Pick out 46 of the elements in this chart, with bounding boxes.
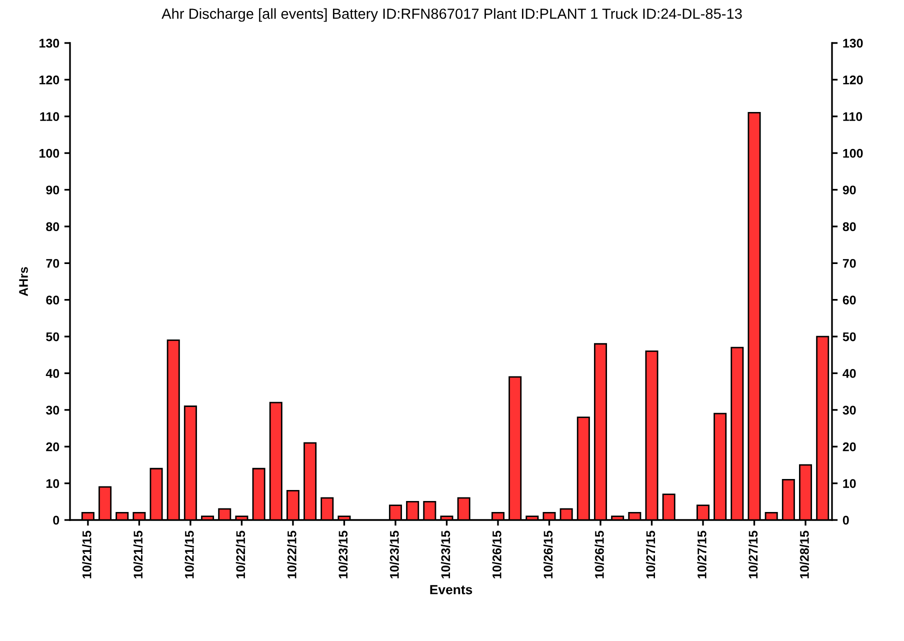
x-tick-label: 10/26/15 xyxy=(594,530,604,578)
y-tick-label: 10 xyxy=(46,479,60,488)
x-tick-label: 10/26/15 xyxy=(492,530,502,578)
y2-tick-label: 120 xyxy=(843,75,863,84)
x-tick-label: 10/22/15 xyxy=(287,530,296,578)
y2-tick-label: 0 xyxy=(842,516,849,525)
y-tick-label: 60 xyxy=(46,296,60,304)
x-tick-label: 10/21/15 xyxy=(82,530,92,578)
y2-tick-label: 10 xyxy=(843,479,856,488)
x-tick-label: 10/22/15 xyxy=(236,530,246,578)
x-tick-label: 10/21/15 xyxy=(184,530,194,578)
y-axis-title: AHrs xyxy=(19,267,28,296)
y2-tick-label: 50 xyxy=(842,332,856,342)
x-tick-label: 10/23/15 xyxy=(338,530,348,578)
y2-tick-label: 110 xyxy=(843,112,862,122)
x-tick-label: 10/28/15 xyxy=(800,530,809,578)
x-tick-label: 10/21/15 xyxy=(133,530,143,578)
y2-tick-label: 60 xyxy=(842,296,856,304)
x-axis-title: Events xyxy=(430,585,472,594)
x-tick-label: 10/27/15 xyxy=(697,530,706,578)
y-tick-label: 130 xyxy=(40,38,60,48)
y-tick-label: 30 xyxy=(46,406,60,415)
x-tick-label: 10/23/15 xyxy=(440,530,450,578)
y2-tick-label: 90 xyxy=(842,186,856,194)
y2-tick-label: 40 xyxy=(842,369,856,378)
y-tick-label: 90 xyxy=(46,186,60,194)
y-tick-label: 120 xyxy=(40,75,60,84)
x-tick-label: 10/27/15 xyxy=(646,530,656,578)
x-tick-label: 10/23/15 xyxy=(390,530,399,578)
chart-title: Ahr Discharge [all events] Battery ID:RFN867017 Plant ID:PLANT 1 Truck ID:24-DL-85-13 xyxy=(162,8,742,22)
y2-tick-label: 130 xyxy=(843,38,863,48)
y2-tick-label: 30 xyxy=(842,406,856,415)
y2-tick-label: 20 xyxy=(842,442,856,452)
y-tick-label: 80 xyxy=(46,222,60,232)
x-tick-label: 10/26/15 xyxy=(543,530,553,578)
y2-tick-label: 80 xyxy=(842,222,856,232)
y-tick-label: 40 xyxy=(46,369,60,378)
y-tick-label: 110 xyxy=(40,112,60,122)
x-tick-label: 10/27/15 xyxy=(748,530,758,578)
y-tick-label: 0 xyxy=(53,516,60,525)
y-tick-label: 100 xyxy=(40,148,60,158)
y-tick-label: 20 xyxy=(46,442,60,452)
y-tick-label: 70 xyxy=(46,258,60,268)
y-tick-label: 50 xyxy=(46,332,60,342)
y2-tick-label: 100 xyxy=(843,148,863,158)
y2-tick-label: 70 xyxy=(842,258,856,268)
